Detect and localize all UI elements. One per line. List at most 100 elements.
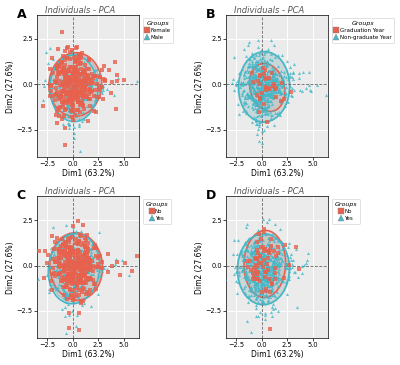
Point [95,70,102,76]
Point [63,78,70,84]
Point [72,93,78,99]
Point [257,253,264,258]
Point [68,269,75,274]
Point [257,268,264,273]
Point [249,93,255,99]
Point [76,123,82,129]
Point [279,246,286,251]
Point [66,312,72,318]
Point [255,284,262,290]
Point [241,285,248,291]
Point [273,78,280,84]
Point [272,259,278,265]
Point [75,247,82,253]
Point [253,90,259,96]
Point [272,72,278,77]
Point [244,246,250,252]
Point [254,255,260,261]
Point [252,268,258,273]
Point [72,89,79,95]
Point [62,57,68,63]
Point [54,108,60,114]
Point [253,116,260,122]
Point [251,247,258,253]
Point [239,251,246,257]
Point [72,112,78,118]
Point [278,98,284,104]
Point [75,258,81,264]
Point [74,110,81,116]
Point [273,273,280,279]
Point [82,96,89,101]
Point [268,112,274,118]
Point [255,265,261,270]
Point [61,288,68,294]
X-axis label: Dim1 (63.2%): Dim1 (63.2%) [251,350,303,360]
Point [262,76,268,81]
Point [105,67,112,73]
Point [73,88,79,94]
Point [274,261,281,267]
Point [57,83,64,89]
Point [82,244,88,250]
Point [76,327,82,333]
Point [113,106,119,112]
Point [264,63,270,69]
Point [76,276,82,282]
Point [62,283,68,289]
Point [245,63,252,69]
Point [251,100,258,105]
Point [70,245,77,251]
Point [57,266,63,272]
Point [256,232,263,238]
Point [78,81,84,87]
Point [261,278,267,284]
Point [252,244,258,250]
Point [272,85,279,91]
Point [87,252,94,258]
Point [259,63,265,69]
Point [74,86,80,92]
Point [270,73,276,78]
Point [264,96,270,101]
Point [90,277,97,283]
Point [233,269,239,275]
Point [273,264,279,270]
Text: D: D [206,189,216,202]
Point [293,245,300,250]
Point [77,247,83,253]
Point [56,271,63,277]
Point [265,78,272,84]
Point [263,265,270,271]
Point [76,292,82,298]
Point [76,90,82,96]
Point [253,117,259,123]
Point [67,56,73,62]
Point [109,263,116,269]
Point [69,88,76,94]
Point [79,88,85,94]
Point [264,275,270,281]
Point [242,240,248,246]
Point [93,109,100,115]
Point [260,255,267,261]
Point [242,81,248,87]
Point [259,280,265,285]
Point [70,249,77,254]
Point [258,68,265,74]
Point [267,257,274,263]
Point [83,260,89,266]
Point [62,253,68,259]
Point [254,81,261,87]
Point [79,81,86,87]
Point [88,249,95,255]
Point [76,92,83,98]
Point [104,86,110,92]
Point [241,87,247,93]
Point [68,87,74,93]
Point [268,89,274,95]
Point [56,94,63,100]
Point [258,99,264,105]
Point [269,263,275,269]
Point [258,260,264,265]
